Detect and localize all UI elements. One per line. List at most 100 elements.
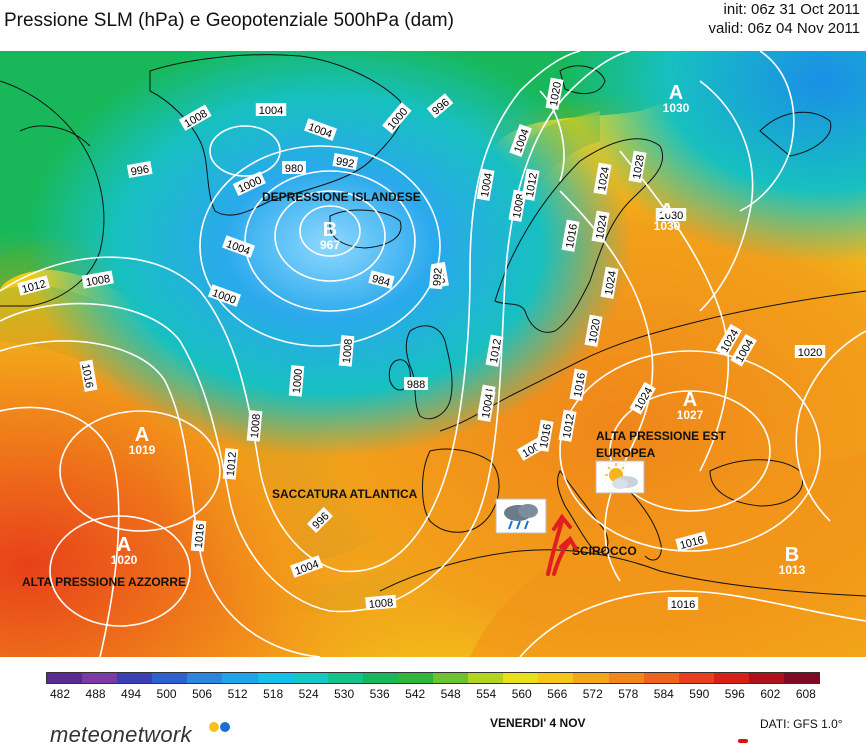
isobar-label: 1020 — [794, 345, 826, 359]
isobar-label: 1012 — [558, 409, 577, 442]
isobar-label-text: 1028 — [631, 154, 647, 180]
coastlines — [0, 54, 866, 597]
color-scale-swatch — [187, 673, 223, 683]
color-scale-tick: 542 — [405, 687, 426, 701]
isobar-label-text: 1024 — [596, 166, 612, 192]
map-title: Pressione SLM (hPa) e Geopotenziale 500h… — [4, 10, 454, 31]
isobar-label: 1016 — [569, 368, 588, 401]
brand-dots-icon — [209, 719, 231, 737]
isobar-label: 992 — [332, 153, 359, 171]
isobar-label-text: 1008 — [249, 413, 263, 438]
color-scale-swatch — [783, 673, 820, 683]
brand-logo: meteonetwork — [50, 722, 192, 747]
isobar-label-text: 1000 — [291, 368, 305, 393]
isobar-label-text: 992 — [431, 267, 445, 286]
color-scale-swatch — [327, 673, 363, 683]
isobar-label: 992 — [428, 264, 445, 290]
isobar-label-text: 1016 — [564, 223, 580, 249]
isobar-label: 1024 — [591, 210, 610, 243]
color-scale-tick: 590 — [689, 687, 710, 701]
isobar-label-text: 1008 — [511, 193, 527, 219]
color-scale-swatch — [82, 673, 118, 683]
pressure-center-letter: A — [669, 82, 683, 104]
isobar-label: 1012 — [521, 168, 540, 201]
isobar-label-text: 1012 — [225, 451, 239, 476]
isobar-label-text: 1012 — [561, 413, 577, 439]
color-scale-swatch — [678, 673, 714, 683]
isobar-label: 1004 — [477, 389, 496, 422]
color-scale-tick: 584 — [653, 687, 674, 701]
color-scale-swatch — [713, 673, 749, 683]
annotation-east-high-line2: EUROPEA — [596, 446, 656, 460]
pressure-center-value: 1020 — [111, 553, 138, 567]
color-scale-tick: 578 — [618, 687, 639, 701]
color-scale-tick: 536 — [369, 687, 390, 701]
color-scale-tick: 572 — [582, 687, 603, 701]
isobar-label-text: 1004 — [259, 105, 283, 117]
color-scale-swatch — [468, 673, 504, 683]
isobar-label-text: 1008 — [341, 338, 355, 363]
color-scale-tick: 482 — [50, 687, 71, 701]
isobar-label: 980 — [282, 161, 306, 175]
isobar-label: 1012 — [485, 334, 504, 367]
isobar-label-text: 1012 — [488, 338, 504, 364]
rain-cloud-icon — [495, 498, 547, 534]
color-scale-tick: 518 — [263, 687, 284, 701]
isobar-label-text: 1030 — [659, 210, 683, 222]
color-scale-swatch — [573, 673, 609, 683]
isobar-label-text: 1004 — [479, 172, 495, 198]
isobar-label: 1008 — [246, 410, 263, 442]
isobar-label: 1008 — [338, 335, 355, 367]
isobar-label: 988 — [404, 377, 428, 391]
pressure-center-letter: A — [683, 389, 697, 411]
color-scale-tick: 506 — [192, 687, 213, 701]
isobar-label: 1024 — [600, 266, 619, 299]
data-source: DATI: GFS 1.0° — [760, 717, 843, 731]
isobar-label: 1004 — [255, 103, 287, 117]
annotation-atlantic-trough: SACCATURA ATLANTICA — [272, 487, 418, 501]
color-scale-swatch — [643, 673, 679, 683]
isobar-label-text: 996 — [130, 163, 150, 178]
color-scale-tick: 548 — [440, 687, 461, 701]
valid-time: valid: 06z 04 Nov 2011 — [708, 20, 861, 37]
isobar-label: 1016 — [561, 219, 580, 252]
isobar-label: 1024 — [593, 162, 612, 195]
isobar-label-text: 1016 — [538, 423, 554, 449]
isobar-label-text: 1020 — [548, 81, 564, 107]
isobar-label: 1016 — [190, 520, 207, 552]
isobar-label: 1004 — [476, 168, 495, 201]
isobar-label-text: 1020 — [587, 318, 603, 344]
color-scale-tick: 512 — [227, 687, 248, 701]
color-scale-tick: 524 — [298, 687, 319, 701]
weather-map: 1008100410049961000100099298099698499210… — [0, 51, 866, 657]
pressure-center-value: 967 — [320, 238, 340, 252]
color-scale-tick: 488 — [85, 687, 106, 701]
isobar-label-text: 1008 — [85, 273, 111, 289]
color-scale-swatch — [503, 673, 539, 683]
color-scale-tick: 608 — [795, 687, 816, 701]
isobar-label: 996 — [126, 161, 153, 179]
color-scale-swatch — [117, 673, 153, 683]
annotation-azores-high: ALTA PRESSIONE AZZORRE — [22, 575, 186, 589]
run-info: init: 06z 31 Oct 2011 valid: 06z 04 Nov … — [709, 0, 861, 38]
isobar-label: 1030 — [655, 208, 687, 222]
color-scale-swatch — [362, 673, 398, 683]
color-scale-swatch — [257, 673, 293, 683]
annotation-scirocco: SCIROCCO — [572, 544, 637, 558]
isobar-label-text: 1012 — [524, 172, 540, 198]
isobar-label: 1028 — [628, 150, 647, 183]
isobar-label: 1020 — [545, 77, 564, 110]
pressure-center-letter: B — [785, 544, 799, 566]
isobar-label-text: 980 — [285, 163, 303, 175]
pressure-center-value: 1030 — [663, 101, 690, 115]
isobars — [0, 51, 866, 657]
isobar-label: 1016 — [79, 359, 98, 392]
color-scale-swatch — [292, 673, 328, 683]
forecast-day: VENERDI' 4 NOV — [490, 716, 586, 730]
color-scale-tick: 560 — [511, 687, 532, 701]
isobar-label-text: 1024 — [594, 214, 610, 240]
isobar-label: 1020 — [584, 314, 603, 347]
isobar-label-text: 1024 — [603, 270, 619, 296]
pressure-center-value: 1013 — [779, 563, 806, 577]
scirocco-arrows — [546, 513, 578, 576]
